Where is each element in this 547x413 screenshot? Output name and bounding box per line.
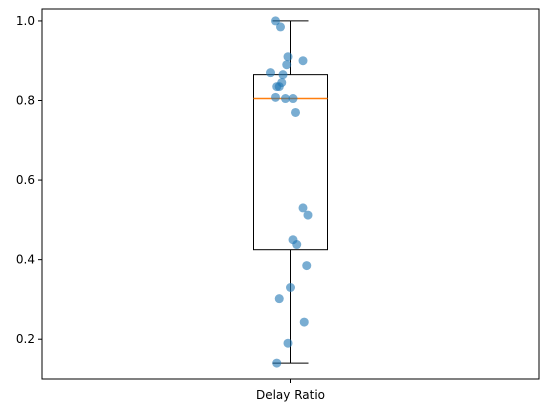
data-point — [286, 282, 295, 292]
data-point — [272, 82, 282, 92]
data-point — [299, 317, 309, 327]
y-tick-label: 0.4 — [16, 253, 35, 267]
data-point — [276, 22, 285, 32]
data-point — [303, 210, 313, 220]
data-point — [271, 16, 280, 26]
data-point — [283, 338, 293, 348]
data-point — [274, 294, 284, 304]
data-point — [283, 52, 293, 62]
y-tick-label: 0.8 — [16, 94, 35, 108]
data-point — [272, 358, 282, 368]
interquartile-box — [253, 74, 328, 251]
x-tick-label: Delay Ratio — [256, 388, 325, 402]
y-axis: 0.2 0.4 0.6 0.8 1.0 — [16, 14, 42, 346]
plot-frame — [41, 8, 540, 380]
data-point — [266, 68, 275, 78]
y-tick-label: 1.0 — [16, 14, 35, 28]
data-point — [281, 94, 290, 104]
data-point — [288, 94, 298, 104]
data-point — [271, 92, 280, 102]
data-point — [282, 60, 292, 70]
data-point — [298, 56, 308, 66]
data-point — [278, 70, 288, 80]
data-point — [298, 203, 308, 213]
scatter-points — [266, 16, 313, 368]
y-tick-label: 0.2 — [16, 332, 35, 346]
y-tick-label: 0.6 — [16, 173, 35, 187]
data-point — [292, 240, 302, 250]
x-axis: Delay Ratio — [256, 379, 325, 402]
data-point — [291, 107, 300, 117]
data-point — [302, 261, 312, 271]
